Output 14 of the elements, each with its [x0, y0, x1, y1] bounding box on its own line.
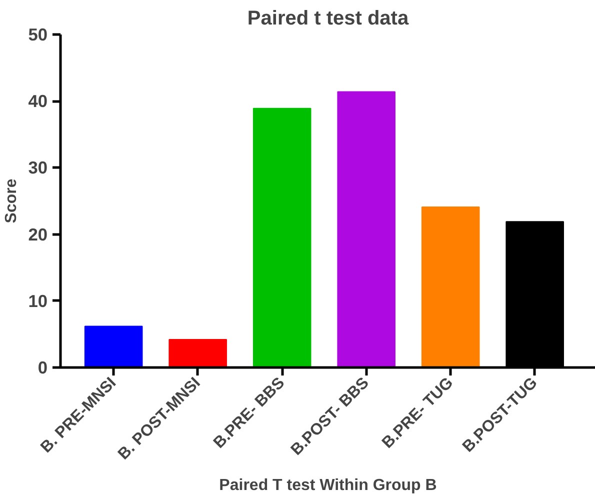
- bar: [252, 108, 312, 368]
- x-axis-title: Paired T test Within Group B: [219, 477, 437, 494]
- y-tick-label: 10: [28, 290, 48, 311]
- y-tick-label: 40: [28, 91, 48, 112]
- y-axis-title: Score: [3, 178, 20, 224]
- bar: [84, 326, 143, 368]
- y-tick-label: 30: [28, 158, 48, 178]
- bar: [421, 206, 480, 368]
- y-tick-label: 20: [28, 224, 48, 244]
- bar: [168, 339, 227, 368]
- y-tick-label: 0: [38, 358, 48, 378]
- y-tick-label: 50: [28, 24, 48, 44]
- chart-title: Paired t test data: [247, 8, 410, 30]
- bar: [337, 91, 396, 368]
